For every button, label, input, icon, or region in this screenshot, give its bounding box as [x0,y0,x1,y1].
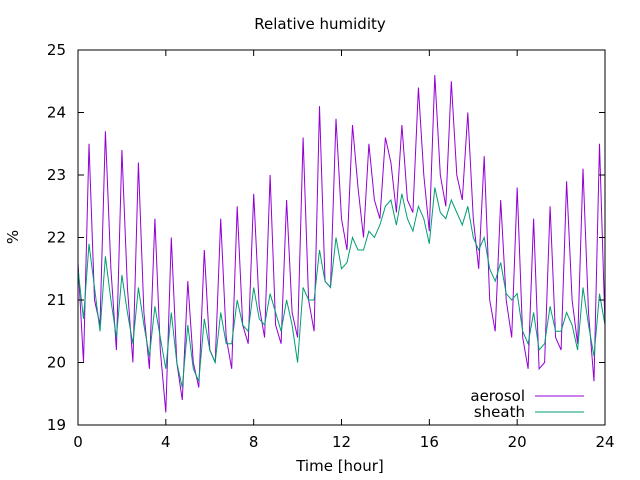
legend-label-aerosol: aerosol [470,387,525,405]
y-tick-label: 21 [47,291,66,309]
x-tick-label: 20 [508,433,527,451]
x-axis-label: Time [hour] [296,457,384,475]
y-tick-label: 23 [47,166,66,184]
chart-title: Relative humidity [254,15,386,33]
series-line-sheath [77,187,606,388]
y-axis-ticks: 19 20 21 22 23 24 25 [47,41,605,434]
x-axis-ticks: 0 4 8 12 16 20 24 [73,50,615,451]
y-tick-label: 20 [47,354,66,372]
y-tick-label: 19 [47,416,66,434]
series-line-aerosol [77,74,606,413]
x-tick-label: 0 [73,433,83,451]
plot-frame [77,49,606,426]
legend-label-sheath: sheath [474,403,525,421]
y-tick-label: 24 [47,104,66,122]
y-tick-label: 25 [47,41,66,59]
x-tick-label: 12 [332,433,351,451]
y-tick-label: 22 [47,229,66,247]
x-tick-label: 24 [595,433,614,451]
x-tick-label: 16 [420,433,439,451]
series-layer [77,74,606,413]
x-tick-label: 4 [161,433,171,451]
x-tick-label: 8 [249,433,259,451]
